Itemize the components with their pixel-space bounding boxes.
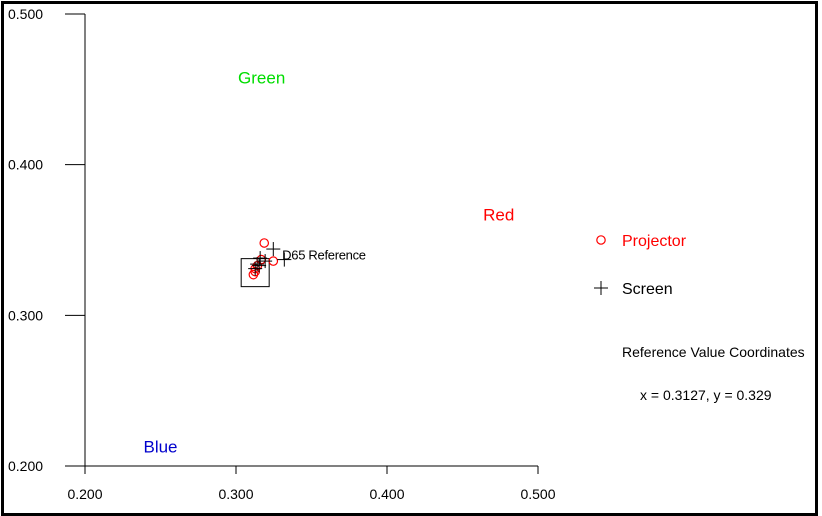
legend-item-screen: Screen (594, 281, 673, 298)
x-tick-label: 0.500 (520, 486, 555, 502)
reference-coordinates-value: x = 0.3127, y = 0.329 (640, 387, 772, 403)
legend-label: Projector (622, 233, 687, 250)
legend: Projector Screen (594, 233, 687, 298)
projector-point (256, 254, 267, 265)
reference-coordinates-panel: Reference Value Coordinates x = 0.3127, … (622, 344, 805, 403)
region-label-red: Red (483, 205, 514, 224)
x-tick-label: 0.400 (369, 486, 404, 502)
legend-label: Screen (622, 281, 673, 298)
reference-label: D65 Reference (282, 248, 366, 263)
screen-point (252, 258, 267, 273)
y-tick-label: 0.400 (8, 157, 43, 173)
legend-item-projector: Projector (596, 233, 687, 250)
region-label-green: Green (238, 68, 285, 87)
ticks: 0.200 0.300 0.400 0.500 0.200 0.300 0.400 0.500 (8, 6, 556, 502)
screen-point (248, 261, 263, 276)
region-label-blue: Blue (143, 437, 177, 456)
region-labels: Green Red Blue (143, 68, 514, 456)
y-tick-label: 0.500 (8, 6, 43, 22)
data-points (248, 238, 292, 280)
y-tick-label: 0.300 (8, 307, 43, 323)
screen-point (253, 251, 268, 266)
projector-point (259, 238, 270, 248)
legend-marker (596, 235, 606, 245)
projector-point (248, 269, 259, 280)
x-tick-label: 0.200 (67, 486, 102, 502)
y-tick-label: 0.200 (8, 458, 43, 474)
reference-marker: D65 Reference (240, 248, 366, 288)
x-tick-label: 0.300 (218, 486, 253, 502)
reference-coordinates-heading: Reference Value Coordinates (622, 344, 805, 360)
reference-box (240, 258, 270, 288)
screen-point (266, 242, 281, 257)
axes (84, 14, 538, 467)
screen-point (277, 252, 292, 267)
